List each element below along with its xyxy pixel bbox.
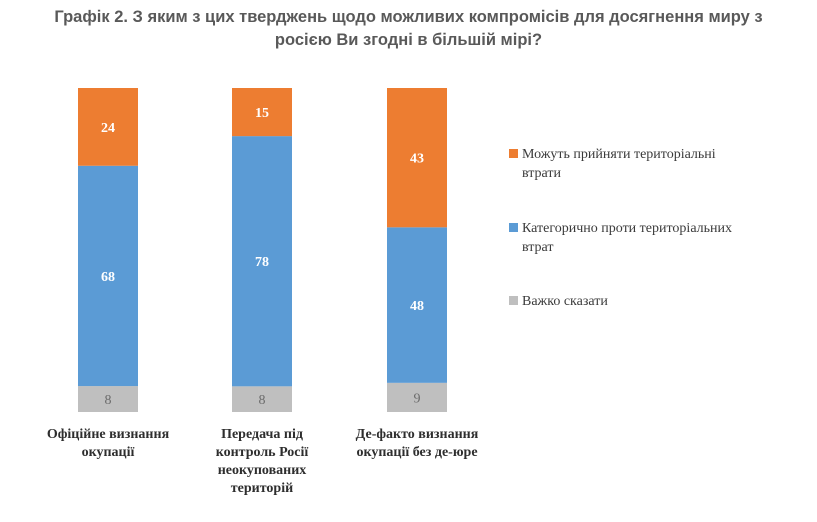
data-label-accept-3: 43 — [410, 152, 424, 167]
chart-title: Графік 2. З яким з цих тверджень щодо мо… — [0, 0, 817, 52]
legend-swatch-2 — [509, 223, 518, 232]
legend-label-1-line-1: Можуть прийняти територіальні — [522, 147, 716, 162]
legend-swatch-3 — [509, 296, 518, 305]
legend-label-3-line-1: Важко сказати — [522, 294, 608, 309]
bar-segment-accept-3 — [387, 88, 447, 228]
chart-title-line-2: росією Ви згодні в більшій мірі? — [274, 31, 543, 49]
bar-segment-hard-to-say-3 — [387, 382, 447, 412]
bar-segment-accept-1 — [78, 88, 138, 166]
category-label-1-line-1: Офіційне визнання — [47, 427, 170, 442]
data-label-against-2: 78 — [255, 255, 269, 270]
data-label-accept-1: 24 — [101, 121, 115, 136]
chart-title-line-1: Графік 2. З яким з цих тверджень щодо мо… — [54, 8, 763, 26]
category-label-2-line-3: неокупованих — [218, 463, 307, 478]
data-label-against-1: 68 — [101, 270, 115, 285]
category-label-3-line-2: окупації без де-юре — [356, 445, 477, 460]
legend-label-1-line-2: втрати — [522, 166, 562, 181]
bar-segment-hard-to-say-2 — [232, 386, 292, 412]
data-label-accept-2: 15 — [255, 106, 269, 121]
bar-segment-accept-2 — [232, 88, 292, 137]
legend-label-2-line-2: втрат — [522, 240, 554, 255]
category-label-1-line-2: окупації — [82, 445, 135, 460]
bar-segment-against-2 — [232, 136, 292, 387]
legend-swatch-1 — [509, 149, 518, 158]
bar-segment-hard-to-say-1 — [78, 386, 138, 412]
data-label-hard-to-say-2: 8 — [259, 393, 266, 408]
data-label-against-3: 48 — [410, 299, 424, 314]
bar-segment-against-1 — [78, 165, 138, 387]
category-label-2-line-1: Передача під — [221, 427, 303, 442]
bar-segment-against-3 — [387, 227, 447, 383]
data-label-hard-to-say-1: 8 — [105, 393, 112, 408]
data-label-hard-to-say-3: 9 — [414, 391, 421, 406]
category-label-2-line-4: територій — [231, 481, 293, 496]
category-label-3-line-1: Де-факто визнання — [356, 427, 479, 442]
category-label-2-line-2: контроль Росії — [216, 445, 309, 460]
legend-label-2-line-1: Категорично проти територіальних — [522, 221, 732, 236]
